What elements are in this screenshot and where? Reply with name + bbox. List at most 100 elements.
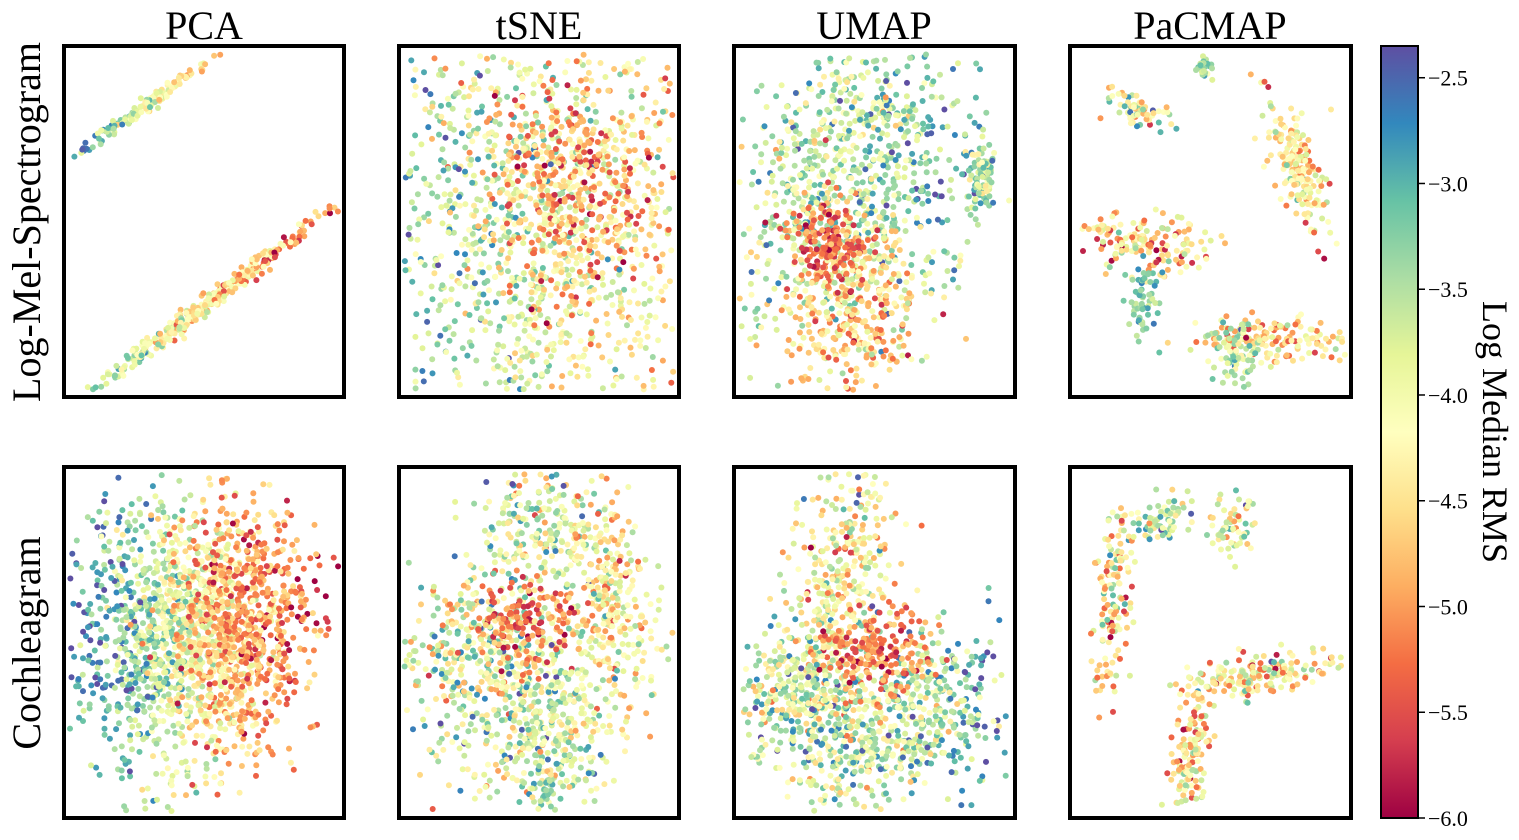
scatter-point	[643, 252, 650, 259]
scatter-point	[566, 204, 573, 211]
scatter-point	[121, 757, 128, 763]
scatter-point	[503, 385, 510, 392]
scatter-point	[872, 330, 879, 337]
scatter-point	[127, 732, 134, 739]
scatter-point	[638, 129, 645, 136]
scatter-point	[127, 773, 134, 780]
scatter-point	[1130, 220, 1137, 226]
scatter-point	[1259, 112, 1266, 119]
scatter-point	[1272, 129, 1279, 136]
scatter-point	[486, 191, 493, 198]
scatter-point	[539, 183, 546, 190]
scatter-point	[566, 239, 573, 246]
scatter-point	[101, 561, 108, 568]
scatter-point	[1209, 376, 1216, 382]
scatter-point	[485, 214, 492, 220]
scatter-point	[138, 109, 145, 116]
scatter-point	[665, 136, 672, 143]
scatter-point	[426, 109, 433, 116]
scatter-point	[538, 278, 545, 284]
scatter-point	[412, 385, 419, 392]
scatter-point	[811, 153, 818, 160]
scatter-point	[868, 116, 875, 123]
scatter-point	[948, 176, 954, 183]
scatter-point	[642, 324, 649, 331]
scatter-point	[83, 633, 89, 640]
scatter-point	[808, 194, 815, 201]
scatter-point	[660, 108, 666, 115]
scatter-point	[612, 217, 619, 224]
scatter-point	[514, 154, 520, 161]
scatter-point	[1288, 191, 1295, 198]
scatter-point	[638, 262, 645, 268]
scatter-point	[184, 764, 191, 771]
scatter-point	[260, 250, 266, 257]
scatter-point	[805, 349, 812, 356]
scatter-point	[1134, 111, 1141, 118]
scatter-point	[975, 190, 982, 197]
scatter-point	[94, 621, 101, 628]
scatter-point	[485, 153, 492, 160]
scatter-point	[1341, 351, 1348, 358]
scatter-point	[1285, 135, 1292, 142]
scatter-point	[650, 169, 657, 176]
scatter-point	[1245, 326, 1252, 333]
scatter-point	[837, 161, 844, 168]
scatter-point	[941, 294, 948, 301]
scatter-point	[889, 252, 895, 259]
scatter-point	[253, 256, 260, 263]
scatter-point	[805, 205, 812, 212]
scatter-point	[934, 216, 941, 223]
scatter-point	[101, 731, 108, 738]
scatter-point	[595, 342, 602, 349]
scatter-point	[1145, 311, 1151, 318]
scatter-point	[897, 126, 904, 133]
scatter-point	[830, 174, 837, 181]
scatter-point	[492, 118, 499, 125]
scatter-point	[752, 143, 759, 150]
scatter-point	[1193, 67, 1199, 73]
scatter-point	[905, 330, 912, 337]
scatter-point	[638, 314, 645, 321]
scatter-point	[831, 192, 838, 199]
scatter-point	[921, 80, 928, 87]
scatter-point	[153, 740, 160, 747]
scatter-point	[1109, 93, 1116, 99]
scatter-point	[612, 366, 619, 373]
scatter-point	[522, 188, 529, 195]
scatter-point	[778, 150, 785, 156]
scatter-point	[585, 59, 592, 66]
scatter-point	[1232, 380, 1238, 387]
scatter-point	[1006, 197, 1013, 204]
scatter-point	[839, 370, 846, 377]
scatter-point	[75, 676, 82, 682]
scatter-point	[286, 745, 292, 752]
scatter-point	[159, 770, 166, 777]
scatter-point	[1251, 135, 1258, 142]
scatter-point	[1266, 129, 1273, 136]
scatter-point	[412, 132, 419, 139]
scatter-point	[468, 274, 475, 281]
scatter-point	[850, 386, 857, 393]
scatter-point	[853, 180, 860, 187]
scatter-point	[844, 135, 851, 142]
scatter-point	[603, 294, 610, 301]
scatter-point	[925, 218, 932, 225]
scatter-point	[811, 137, 818, 144]
scatter-point	[250, 498, 257, 505]
scatter-point	[1277, 196, 1284, 202]
scatter-point	[131, 361, 138, 368]
scatter-point	[1261, 78, 1268, 85]
scatter-point	[163, 640, 170, 647]
scatter-point	[412, 333, 419, 340]
scatter-point	[437, 66, 444, 73]
scatter-point	[621, 337, 628, 344]
scatter-point	[1289, 169, 1295, 176]
scatter-point	[855, 346, 862, 353]
scatter-point	[773, 201, 780, 208]
scatter-point	[128, 501, 135, 508]
scatter-point	[566, 303, 573, 310]
scatter-point	[1273, 359, 1280, 366]
scatter-point	[573, 254, 580, 261]
scatter-point	[1205, 332, 1211, 339]
